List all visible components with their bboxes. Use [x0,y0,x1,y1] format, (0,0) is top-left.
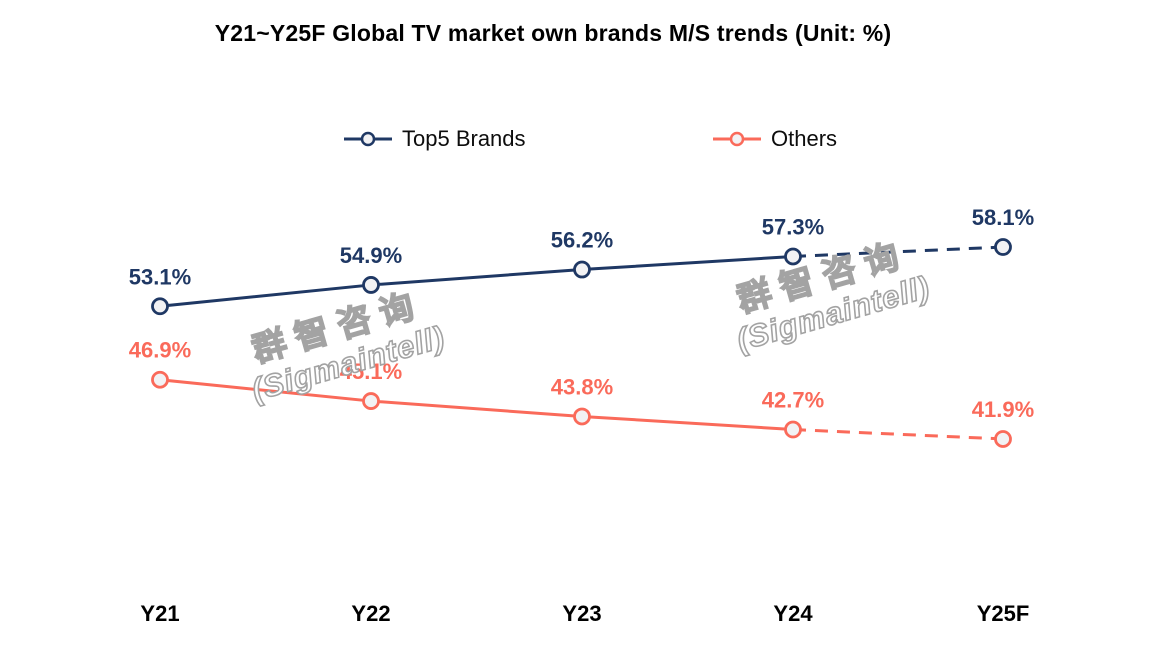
x-axis-label: Y22 [351,601,390,626]
chart-title: Y21~Y25F Global TV market own brands M/S… [214,20,892,46]
data-point-marker [151,297,169,316]
data-point-marker [573,407,591,426]
data-label: 42.7% [762,388,824,413]
data-point-marker [151,370,169,389]
data-point-marker [784,420,802,439]
data-point-marker [362,276,380,294]
legend-label-others: Others [771,126,838,151]
legend-item-others: Others [712,126,837,152]
data-point-marker [362,392,380,410]
data-point-marker [994,238,1012,256]
legend-item-top5-brands: Top5 Brands [343,126,526,152]
data-label: 45.1% [340,359,402,384]
legend-line-marker-others [713,131,761,147]
data-label: 46.9% [129,338,191,363]
data-label: 58.1% [972,205,1034,230]
data-label: 57.3% [762,214,824,239]
data-label: 41.9% [972,397,1034,422]
series-line-solid [159,378,794,432]
data-point-marker [994,430,1012,448]
x-axis-label: Y23 [562,601,601,626]
data-point-marker [573,260,591,279]
x-axis-label: Y25F [977,601,1030,626]
data-label: 56.2% [551,228,613,253]
data-label: 53.1% [129,264,191,289]
data-label: 54.9% [340,243,402,268]
data-label: 43.8% [551,374,613,399]
x-axis-label: Y21 [140,601,179,626]
series-line-forecast-dashed [792,245,1004,258]
data-point-marker [784,247,802,266]
x-axis-label: Y24 [773,601,813,626]
series-line-solid [159,254,794,308]
legend-line-marker-top5 [344,131,392,147]
series-line-forecast-dashed [792,428,1004,441]
legend-label-top5: Top5 Brands [402,126,526,151]
